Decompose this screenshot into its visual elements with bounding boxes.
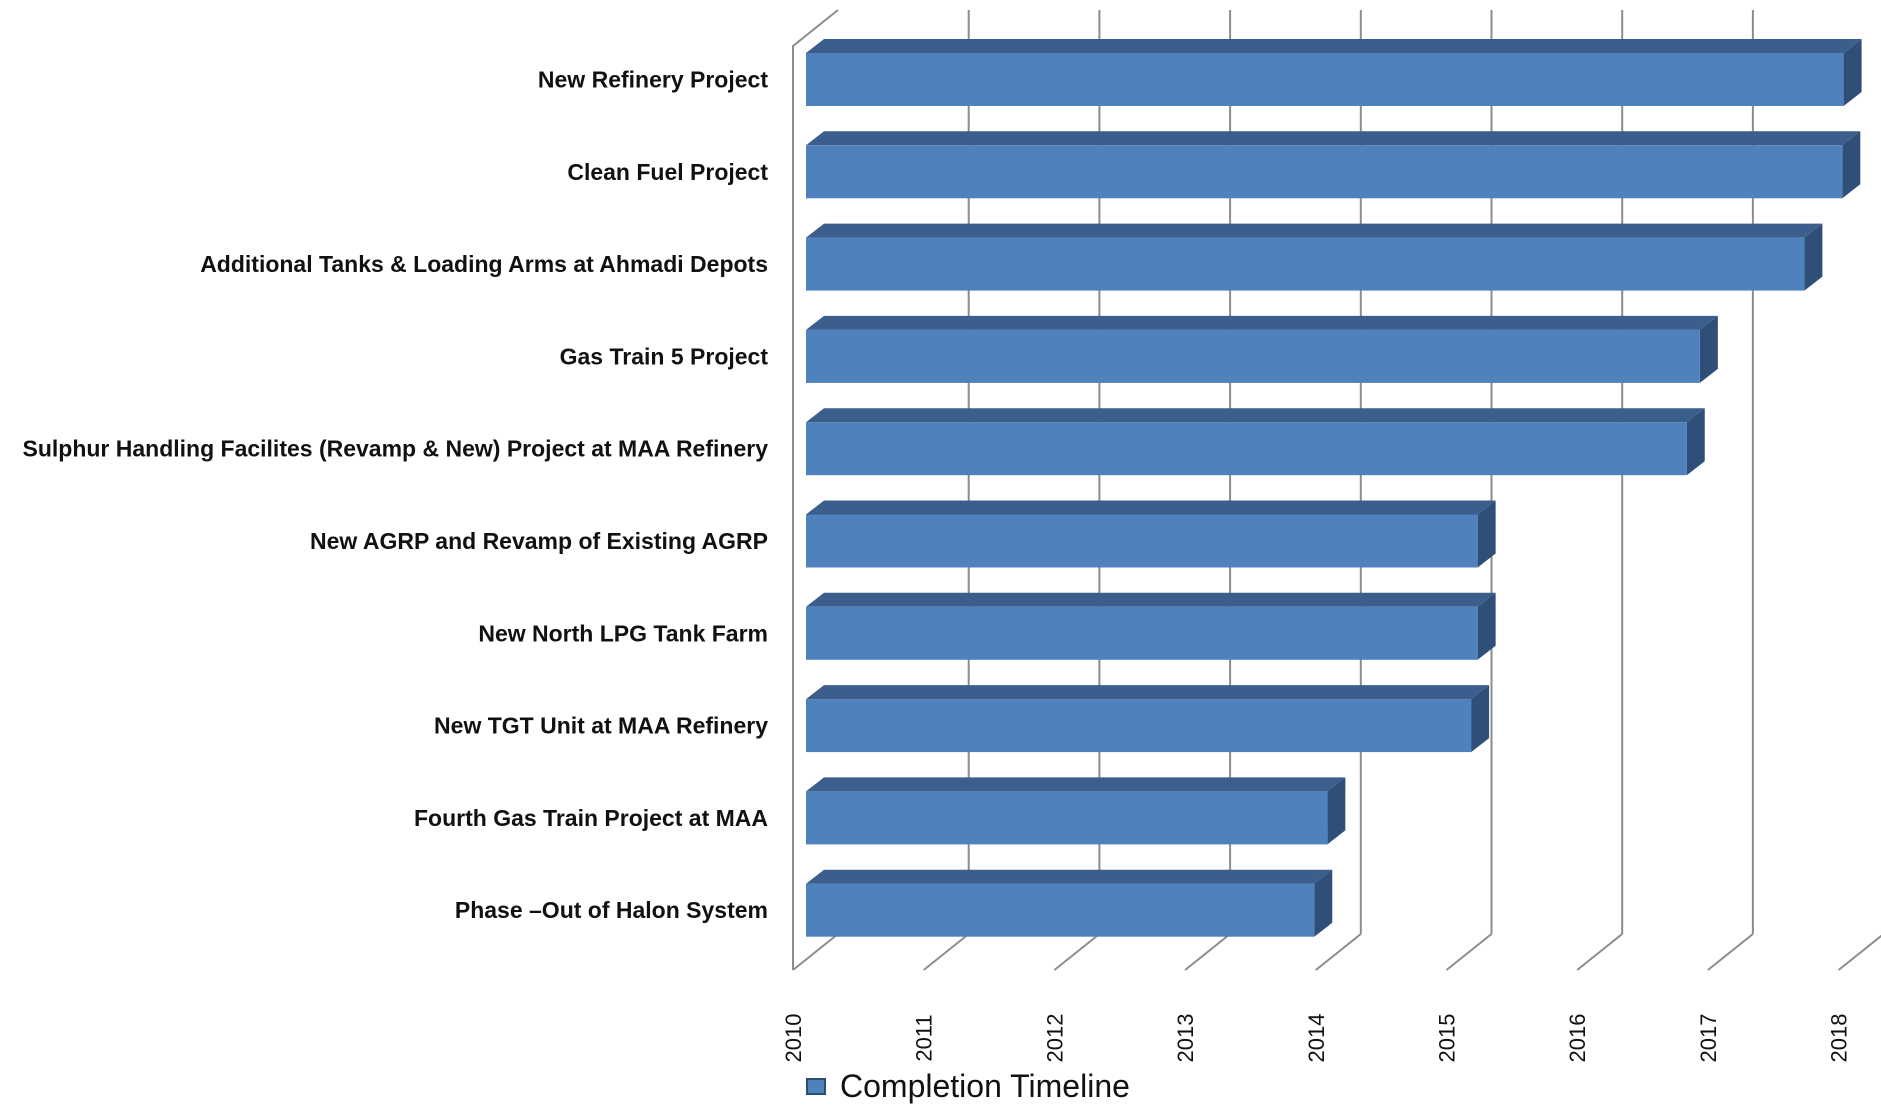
bar-front — [806, 53, 1844, 106]
x-tick-label: 2016 — [1565, 1014, 1590, 1063]
bar-side — [1477, 592, 1496, 660]
x-tick-label: 2012 — [1042, 1014, 1067, 1063]
floor-gridline — [1053, 933, 1101, 971]
bar-top — [806, 685, 1490, 700]
floor-gridline — [1315, 933, 1362, 971]
category-label: New North LPG Tank Farm — [478, 620, 768, 646]
legend: Completion Timeline — [806, 1066, 1130, 1106]
category-label: Clean Fuel Project — [567, 159, 768, 185]
bar-front — [806, 329, 1700, 383]
bar-top — [806, 500, 1496, 515]
bar — [806, 315, 1718, 383]
category-label: Fourth Gas Train Project at MAA — [414, 805, 768, 831]
bar-side — [1842, 131, 1861, 199]
bar-top — [806, 131, 1861, 146]
floor-gridline — [923, 933, 970, 971]
bar-front — [806, 514, 1478, 568]
category-labels: New Refinery Project Clean Fuel Project Ad… — [22, 67, 768, 924]
x-tick-label: 2015 — [1435, 1014, 1460, 1063]
x-tick-label: 2018 — [1827, 1014, 1852, 1063]
x-tick-label: 2010 — [781, 1014, 806, 1063]
bar — [806, 777, 1346, 845]
bar-top — [806, 39, 1862, 53]
category-label: Phase –Out of Halon System — [455, 897, 768, 923]
bar-front — [806, 699, 1472, 753]
bar-front — [806, 145, 1843, 199]
bar-front — [806, 237, 1805, 291]
category-label: Additional Tanks & Loading Arms at Ahmad… — [200, 251, 768, 277]
bar-side — [1699, 315, 1718, 383]
bar — [806, 131, 1861, 199]
legend-label: Completion Timeline — [840, 1067, 1130, 1104]
x-tick-labels: 2010 2011 2012 2013 2014 2015 2016 2017 2018 — [781, 1014, 1852, 1063]
bar-side — [1686, 408, 1705, 476]
bar-front — [806, 606, 1478, 660]
bar-front — [806, 791, 1328, 845]
bar — [806, 223, 1823, 291]
bar — [806, 592, 1496, 660]
left-wall — [792, 9, 839, 970]
bar — [806, 39, 1862, 106]
bar-side — [1804, 223, 1823, 291]
bar-side — [1314, 869, 1333, 937]
floor-gridline — [1707, 933, 1754, 971]
x-tick-label: 2011 — [912, 1014, 937, 1061]
bar-top — [806, 223, 1823, 238]
bar-top — [806, 592, 1496, 607]
x-tick-label: 2013 — [1173, 1014, 1198, 1063]
bar — [806, 500, 1496, 568]
bar-top — [806, 408, 1705, 423]
bar-top — [806, 869, 1333, 884]
category-label: New TGT Unit at MAA Refinery — [434, 713, 768, 739]
bar-top — [806, 315, 1718, 330]
bar — [806, 685, 1490, 753]
floor-gridline — [1445, 933, 1493, 971]
floor-gridline — [1184, 933, 1231, 971]
floor-gridline — [1837, 934, 1881, 971]
category-label: Gas Train 5 Project — [560, 343, 769, 369]
bar-side — [1327, 777, 1346, 845]
x-tick-label: 2014 — [1304, 1014, 1329, 1063]
legend-swatch — [806, 1077, 826, 1095]
category-label: New AGRP and Revamp of Existing AGRP — [310, 528, 768, 554]
floor-gridline — [1576, 933, 1623, 971]
floor-gridline — [792, 933, 839, 971]
category-label: Sulphur Handling Facilites (Revamp & New… — [22, 436, 768, 462]
bar-front — [806, 422, 1687, 476]
bars-layer — [806, 39, 1862, 937]
bar-side — [1843, 39, 1862, 106]
bar — [806, 408, 1705, 476]
bar-side — [1477, 500, 1496, 568]
x-tick-label: 2017 — [1696, 1014, 1721, 1063]
bar-side — [1471, 685, 1490, 753]
category-label: New Refinery Project — [538, 67, 768, 93]
bar-top — [806, 777, 1346, 792]
bar-front — [806, 883, 1315, 937]
bar — [806, 869, 1333, 937]
